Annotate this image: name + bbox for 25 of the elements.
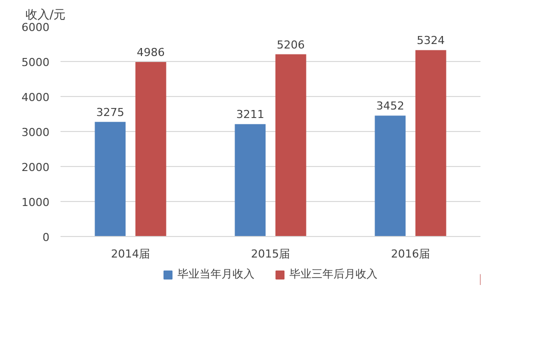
data-label: 5324 [416, 34, 445, 48]
data-label: 3211 [236, 108, 264, 122]
y-tick-label: 0 [42, 231, 50, 244]
y-tick-label: 6000 [22, 21, 50, 34]
data-label: 5206 [276, 38, 305, 52]
y-tick-label: 3000 [22, 126, 50, 139]
data-label: 4986 [136, 46, 165, 59]
y-axis-title: 收入/元 [26, 8, 66, 22]
bar [234, 124, 266, 236]
x-tick-label: 2015届 [251, 248, 290, 260]
bar [275, 54, 306, 236]
data-label: 3452 [376, 100, 404, 113]
bar [135, 62, 166, 236]
y-tick-label: 1000 [22, 196, 50, 209]
legend-label: 毕业三年后月收入 [290, 266, 378, 282]
y-tick-label: 2000 [22, 161, 50, 174]
x-tick-label: 2016届 [391, 248, 430, 260]
y-tick-label: 5000 [22, 56, 50, 69]
data-label: 3275 [96, 106, 124, 119]
bar [374, 116, 406, 236]
bar [94, 122, 126, 236]
legend-label: 毕业当年月收入 [178, 266, 254, 282]
x-tick-label: 2014届 [111, 248, 150, 260]
y-tick-label: 4000 [22, 91, 50, 104]
bar [415, 50, 446, 236]
